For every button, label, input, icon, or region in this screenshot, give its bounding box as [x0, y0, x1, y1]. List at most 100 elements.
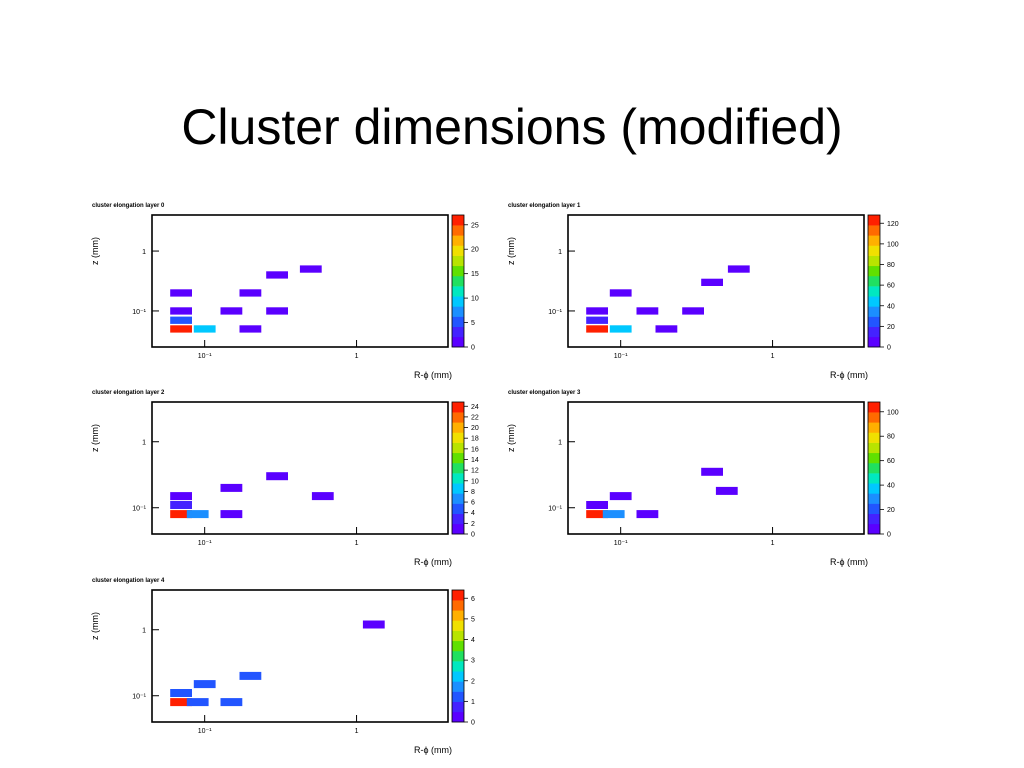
- colorbar-segment: [452, 275, 464, 287]
- colorbar-segment: [452, 493, 464, 504]
- colorbar-segment: [452, 650, 464, 662]
- colorbar-segment: [868, 452, 880, 464]
- heatmap-cell: [586, 307, 608, 315]
- heatmap-cell: [636, 510, 659, 519]
- x-tick-label: 10⁻¹: [198, 728, 212, 735]
- colorbar-tick-label: 20: [471, 247, 479, 254]
- y-tick-label: 1: [558, 249, 562, 256]
- colorbar-frame: [451, 401, 465, 535]
- x-tick-label: 10⁻¹: [614, 353, 628, 360]
- plot-frame: [151, 214, 449, 348]
- x-axis-label: R-ϕ (mm): [413, 745, 452, 755]
- colorbar-segment: [868, 336, 880, 348]
- colorbar-tick-label: 6: [471, 500, 475, 507]
- chart-title: cluster elongation layer 4: [92, 578, 165, 584]
- heatmap-svg: 10⁻¹ 1 10⁻¹ 1 0 20 40 60 80 100 120: [548, 214, 899, 360]
- colorbar-tick-label: 10: [471, 296, 479, 303]
- heatmap-cell: [299, 265, 322, 273]
- colorbar-segment: [868, 503, 880, 514]
- colorbar-segment: [452, 265, 464, 277]
- colorbar-tick-label: 100: [887, 409, 899, 416]
- colorbar-segment: [868, 462, 880, 474]
- x-axis-label: R-ϕ (mm): [413, 557, 452, 567]
- colorbar-segment: [868, 265, 880, 277]
- x-tick-label: 1: [355, 353, 359, 360]
- colorbar-segment: [452, 296, 464, 307]
- heatmap-cell: [655, 325, 678, 333]
- colorbar-segment: [452, 600, 464, 611]
- x-tick-label: 1: [771, 540, 775, 547]
- heatmap-cell: [602, 510, 625, 519]
- colorbar-segment: [452, 432, 464, 443]
- colorbar-frame: [451, 214, 465, 348]
- colorbar-tick-label: 5: [471, 616, 475, 623]
- colorbar-segment: [452, 452, 464, 464]
- heatmap-cell: [220, 698, 243, 707]
- heatmap-cell: [636, 307, 659, 315]
- colorbar-segment: [452, 590, 464, 601]
- heatmap-cell: [586, 316, 608, 324]
- x-tick-label: 1: [355, 728, 359, 735]
- colorbar-tick-label: 8: [471, 489, 475, 496]
- colorbar-tick-label: 80: [887, 262, 895, 269]
- colorbar-segment: [452, 286, 464, 297]
- colorbar-tick-label: 40: [887, 483, 895, 490]
- heatmap-cell: [193, 680, 216, 689]
- colorbar-segment: [452, 691, 464, 702]
- heatmap-cell: [682, 307, 704, 315]
- colorbar-tick-label: 120: [887, 221, 899, 228]
- colorbar-tick-label: 0: [887, 345, 891, 352]
- colorbar-segment: [452, 503, 464, 514]
- colorbar-segment: [452, 336, 464, 348]
- heatmap-cell: [362, 620, 385, 629]
- colorbar-segment: [452, 640, 464, 652]
- colorbar-segment: [868, 473, 880, 484]
- heatmap-cell: [266, 307, 288, 315]
- heatmap-cell: [586, 325, 608, 333]
- x-tick-label: 10⁻¹: [198, 353, 212, 360]
- colorbar-segment: [452, 316, 464, 327]
- colorbar-tick-label: 6: [471, 596, 475, 603]
- y-tick-label: 1: [142, 440, 146, 447]
- colorbar-segment: [452, 442, 464, 454]
- colorbar-segment: [452, 462, 464, 474]
- colorbar-tick-label: 12: [471, 468, 479, 475]
- colorbar-segment: [868, 422, 880, 433]
- heatmap-cell: [220, 483, 243, 492]
- heatmap-cell: [170, 510, 192, 519]
- colorbar-tick-label: 16: [471, 446, 479, 453]
- colorbar-segment: [452, 523, 464, 535]
- colorbar-tick-label: 2: [471, 678, 475, 685]
- colorbar-tick-label: 20: [887, 324, 895, 331]
- colorbar-segment: [868, 442, 880, 454]
- heatmap-cell: [170, 501, 192, 509]
- heatmap-cell: [715, 486, 738, 495]
- colorbar-segment: [868, 483, 880, 494]
- colorbar-tick-label: 0: [471, 345, 475, 352]
- colorbar-tick-label: 2: [471, 521, 475, 528]
- plot-frame: [567, 401, 865, 535]
- heatmap-cell: [311, 492, 334, 501]
- heatmap-cell: [239, 671, 262, 680]
- colorbar-tick-label: 3: [471, 658, 475, 665]
- colorbar-segment: [868, 255, 880, 267]
- colorbar-segment: [452, 422, 464, 433]
- y-tick-label: 10⁻¹: [132, 694, 146, 701]
- colorbar-segment: [868, 316, 880, 327]
- colorbar-segment: [868, 412, 880, 423]
- chart-title: cluster elongation layer 1: [508, 203, 581, 209]
- heatmap-svg: 10⁻¹ 1 10⁻¹ 1 0 20 40 60 80 100: [548, 401, 899, 547]
- colorbar-tick-label: 100: [887, 241, 899, 248]
- colorbar-segment: [452, 610, 464, 621]
- y-tick-label: 10⁻¹: [132, 506, 146, 513]
- colorbar-tick-label: 18: [471, 436, 479, 443]
- y-tick-label: 1: [558, 440, 562, 447]
- heatmap-cell: [170, 316, 192, 324]
- y-tick-label: 1: [142, 249, 146, 256]
